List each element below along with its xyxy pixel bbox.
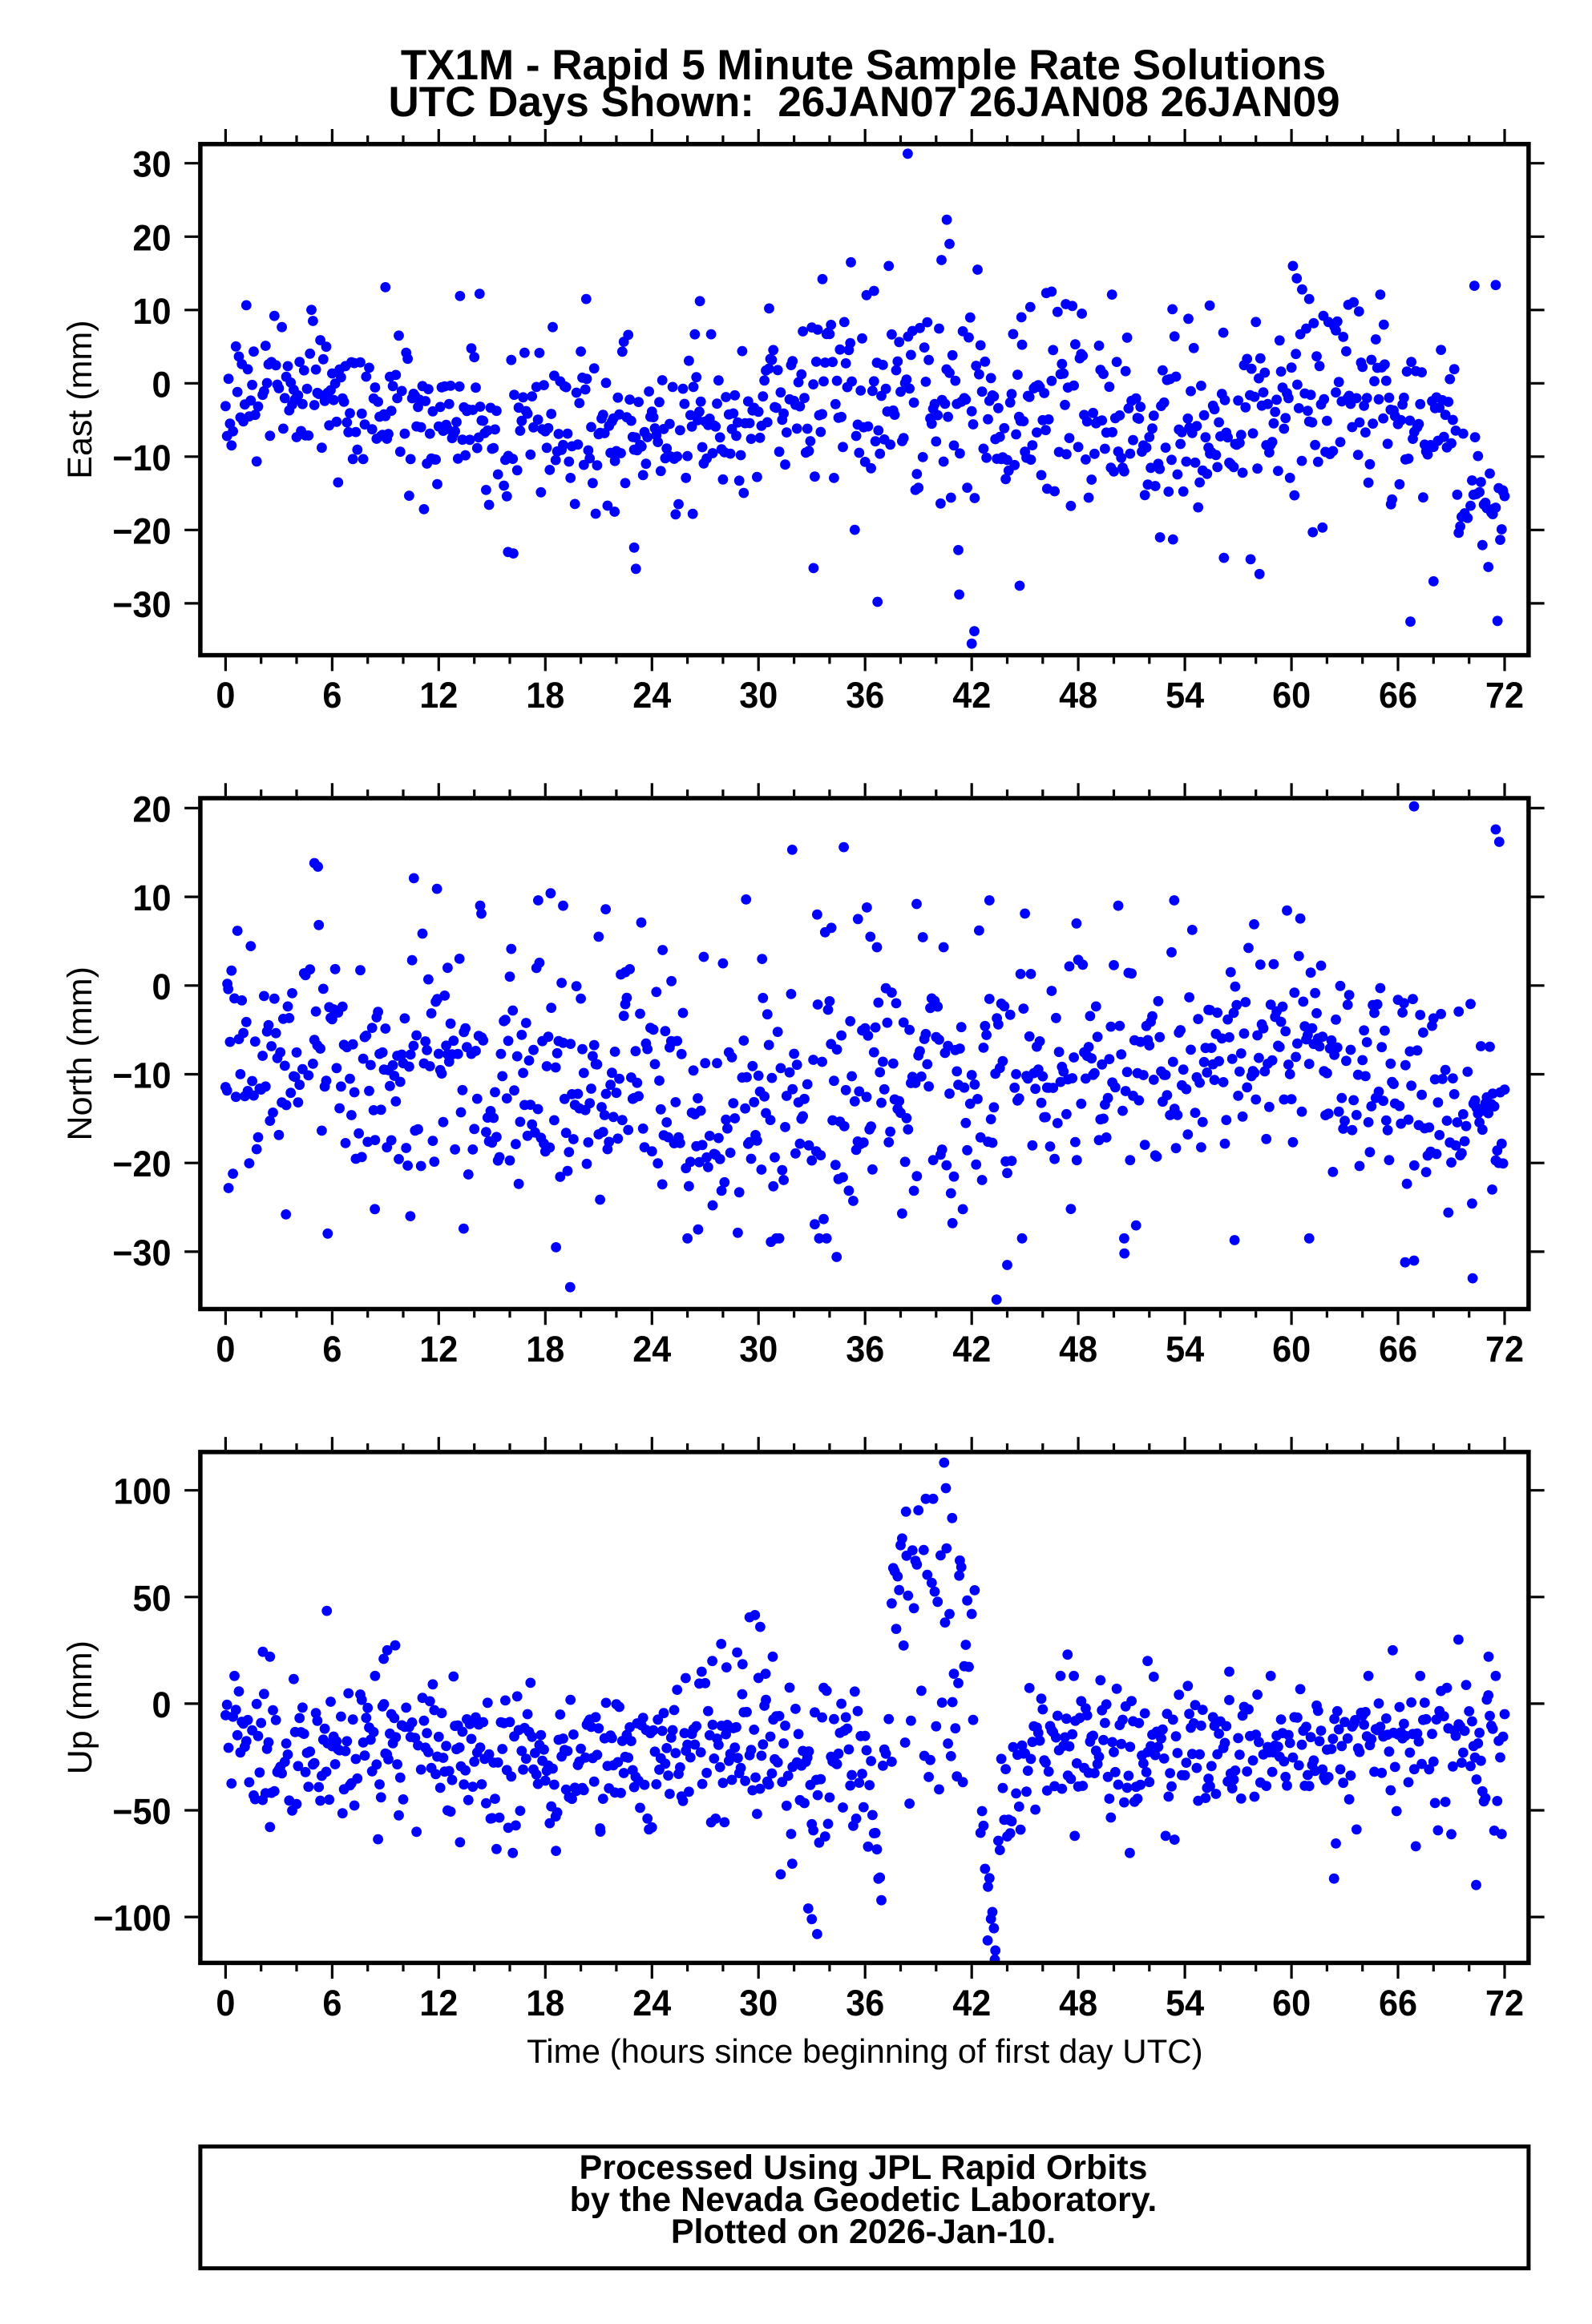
svg-text:−10: −10	[112, 438, 171, 478]
svg-text:12: 12	[419, 1983, 458, 2023]
svg-text:54: 54	[1166, 1329, 1205, 1370]
svg-text:Plotted on 2026-Jan-10.: Plotted on 2026-Jan-10.	[671, 2213, 1056, 2251]
svg-text:18: 18	[526, 1983, 564, 2023]
svg-text:42: 42	[952, 1983, 991, 2023]
svg-text:30: 30	[132, 145, 171, 185]
svg-text:−20: −20	[112, 1144, 171, 1184]
svg-text:30: 30	[739, 1983, 778, 2023]
svg-text:66: 66	[1379, 1983, 1417, 2023]
svg-text:TX1M - Rapid 5 Minute Sample R: TX1M - Rapid 5 Minute Sample Rate Soluti…	[401, 42, 1326, 89]
svg-text:0: 0	[216, 1983, 235, 2023]
svg-text:24: 24	[632, 1983, 672, 2023]
svg-text:−100: −100	[93, 1898, 171, 1939]
svg-text:36: 36	[846, 1329, 884, 1370]
svg-text:36: 36	[846, 676, 884, 716]
svg-text:0: 0	[152, 967, 171, 1007]
svg-text:UTC Days Shown: 26JAN07 26JAN: UTC Days Shown: 26JAN07 26JAN08 26JAN09	[388, 79, 1339, 126]
svg-text:Time (hours since beginning of: Time (hours since beginning of first day…	[527, 2032, 1202, 2070]
svg-text:10: 10	[132, 292, 171, 332]
svg-text:36: 36	[846, 1983, 884, 2023]
svg-text:12: 12	[419, 1329, 458, 1370]
svg-text:6: 6	[322, 676, 341, 716]
svg-text:North (mm): North (mm)	[61, 966, 99, 1140]
svg-text:60: 60	[1272, 1329, 1311, 1370]
svg-text:0: 0	[152, 1685, 171, 1725]
svg-text:60: 60	[1272, 676, 1311, 716]
svg-text:−20: −20	[112, 512, 171, 552]
svg-text:72: 72	[1485, 1983, 1524, 2023]
svg-text:48: 48	[1059, 1983, 1097, 2023]
svg-text:50: 50	[132, 1579, 171, 1619]
svg-text:−30: −30	[112, 1233, 171, 1273]
svg-text:6: 6	[322, 1329, 341, 1370]
svg-text:30: 30	[739, 1329, 778, 1370]
svg-text:18: 18	[526, 1329, 564, 1370]
svg-text:−50: −50	[112, 1792, 171, 1832]
svg-text:−10: −10	[112, 1056, 171, 1096]
svg-text:30: 30	[739, 676, 778, 716]
svg-text:42: 42	[952, 676, 991, 716]
svg-text:East (mm): East (mm)	[61, 320, 99, 478]
svg-text:54: 54	[1166, 676, 1205, 716]
svg-text:0: 0	[216, 676, 235, 716]
svg-text:24: 24	[632, 1329, 672, 1370]
svg-text:100: 100	[113, 1472, 171, 1512]
svg-text:48: 48	[1059, 1329, 1097, 1370]
svg-text:20: 20	[132, 790, 171, 830]
svg-text:24: 24	[632, 676, 672, 716]
svg-text:12: 12	[419, 676, 458, 716]
svg-text:by the Nevada Geodetic Laborat: by the Nevada Geodetic Laboratory.	[570, 2181, 1158, 2219]
svg-text:6: 6	[322, 1983, 341, 2023]
svg-text:66: 66	[1379, 1329, 1417, 1370]
svg-text:54: 54	[1166, 1983, 1205, 2023]
svg-text:42: 42	[952, 1329, 991, 1370]
svg-text:18: 18	[526, 676, 564, 716]
svg-text:20: 20	[132, 219, 171, 259]
svg-text:72: 72	[1485, 1329, 1524, 1370]
svg-text:Processed Using JPL Rapid Orbi: Processed Using JPL Rapid Orbits	[580, 2148, 1148, 2187]
svg-text:10: 10	[132, 878, 171, 918]
svg-text:72: 72	[1485, 676, 1524, 716]
svg-text:0: 0	[216, 1329, 235, 1370]
svg-text:66: 66	[1379, 676, 1417, 716]
svg-text:60: 60	[1272, 1983, 1311, 2023]
svg-text:0: 0	[152, 365, 171, 405]
svg-text:−30: −30	[112, 585, 171, 625]
svg-text:Up (mm): Up (mm)	[61, 1640, 99, 1774]
svg-text:48: 48	[1059, 676, 1097, 716]
